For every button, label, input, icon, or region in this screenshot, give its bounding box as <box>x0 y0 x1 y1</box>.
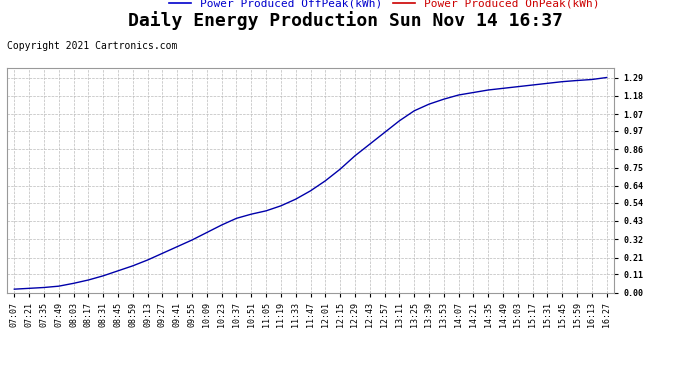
Text: Daily Energy Production Sun Nov 14 16:37: Daily Energy Production Sun Nov 14 16:37 <box>128 11 562 30</box>
Legend: Power Produced OffPeak(kWh), Power Produced OnPeak(kWh): Power Produced OffPeak(kWh), Power Produ… <box>164 0 604 13</box>
Text: Copyright 2021 Cartronics.com: Copyright 2021 Cartronics.com <box>7 41 177 51</box>
